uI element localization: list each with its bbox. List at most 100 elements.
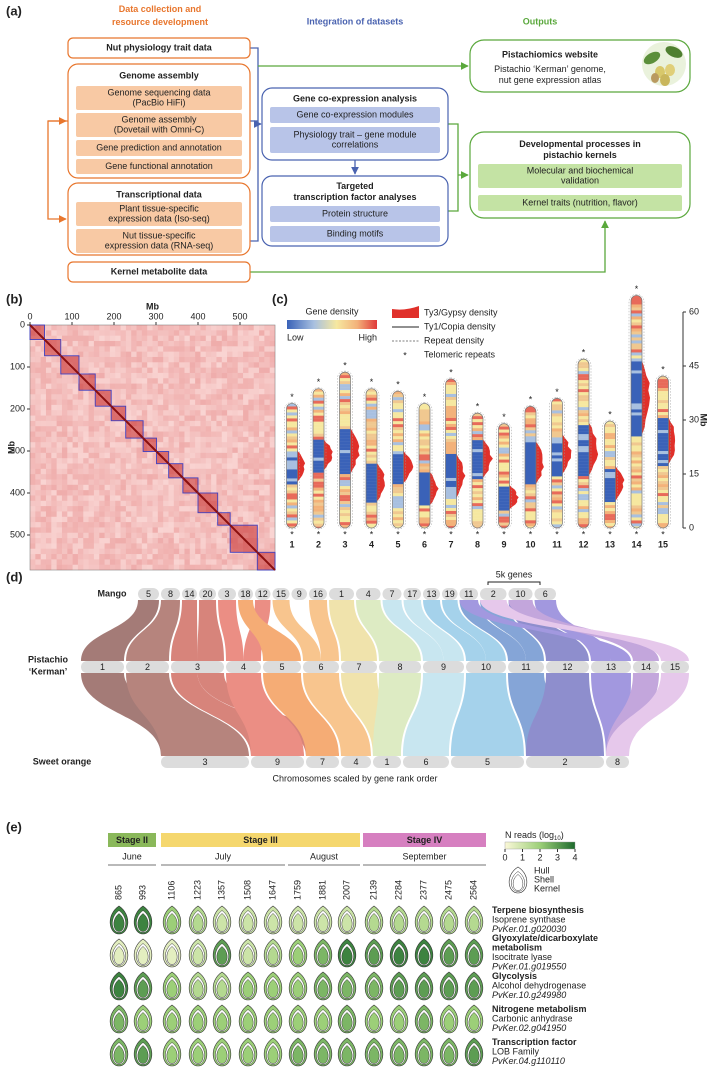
band (313, 496, 324, 500)
heatmap-cell (157, 538, 164, 544)
heatmap-cell (61, 335, 68, 341)
chromosome-label: 10 (481, 662, 491, 672)
synteny-ribbon (356, 600, 421, 661)
band (313, 430, 324, 434)
heatmap-cell (136, 543, 142, 549)
heatmap-cell (248, 506, 254, 512)
heatmap-cell (264, 351, 270, 357)
heatmap-cell (72, 330, 78, 336)
heatmap-cell (136, 388, 142, 395)
chromosome-bar (339, 371, 351, 529)
band (578, 491, 589, 495)
heatmap-cell (157, 516, 164, 523)
heatmap-cell (211, 404, 217, 411)
item-text: Nut tissue-specific (122, 230, 196, 240)
band (525, 526, 536, 529)
heatmap-cell (136, 404, 142, 411)
heatmap-cell (253, 468, 260, 475)
band (631, 310, 642, 314)
heatmap-cell (163, 399, 169, 405)
band (392, 469, 404, 473)
heatmap-cell (40, 367, 46, 373)
heatmap-cell (93, 431, 100, 437)
heatmap-cell (72, 484, 78, 491)
sample-label: 993 (137, 885, 147, 900)
heatmap-cell (248, 362, 254, 368)
heatmap-cell (189, 362, 196, 368)
heatmap-cell (72, 340, 78, 347)
heatmap-cell (243, 511, 248, 516)
heatmap-cell (109, 436, 116, 443)
heatmap-cell (125, 367, 132, 373)
heatmap-cell (93, 532, 100, 539)
band (392, 400, 404, 404)
heatmap-cell (51, 506, 57, 512)
heatmap-cell (72, 474, 78, 480)
heatmap-cell (248, 325, 254, 331)
heatmap-cell (200, 479, 206, 485)
chromosome-pill (226, 661, 261, 673)
band (286, 454, 298, 458)
band (525, 481, 536, 485)
heatmap-cell (72, 548, 78, 555)
band (313, 514, 324, 518)
band (445, 522, 457, 527)
heatmap-cell (30, 490, 36, 496)
heatmap-cell (83, 554, 89, 560)
heatmap-cell (136, 458, 142, 464)
heatmap-cell (93, 335, 100, 341)
band (525, 421, 536, 425)
gene-text: PvKer.04.g110110 (492, 1056, 565, 1066)
heatmap-cell (77, 484, 84, 491)
heatmap-cell (152, 500, 158, 507)
heatmap-cell (147, 500, 153, 507)
heatmap-cell (157, 388, 164, 395)
heatmap-cell (173, 548, 180, 555)
heatmap-cell (115, 527, 121, 533)
band (604, 475, 616, 479)
heatmap-cell (232, 372, 238, 379)
heatmap-cell (221, 554, 228, 560)
chromosome-pill (606, 756, 629, 768)
heatmap-cell (200, 352, 205, 357)
heatmap-cell (115, 543, 121, 549)
heatmap-cell (259, 367, 265, 373)
chromosome-pill (272, 588, 290, 600)
telomere-mark: * (423, 392, 427, 402)
band (472, 455, 483, 459)
heatmap-cell (45, 436, 52, 443)
heatmap-cell (72, 506, 78, 512)
heatmap-cell (264, 372, 270, 379)
heatmap-cell (163, 388, 169, 395)
heatmap-cell (269, 351, 276, 357)
heatmap-cell (51, 426, 57, 432)
heatmap-cell (227, 426, 233, 432)
heatmap-cell (125, 378, 132, 384)
heatmap-cell (168, 511, 174, 517)
item-text: Plant tissue-specific (119, 203, 199, 213)
band (392, 406, 404, 410)
heatmap-cell (211, 543, 217, 549)
band (631, 457, 642, 461)
heatmap-cell (131, 351, 137, 357)
heatmap-cell (136, 495, 142, 501)
band (392, 412, 404, 416)
band (445, 417, 457, 422)
band (366, 445, 377, 449)
band (657, 514, 669, 518)
heatmap-cell (195, 399, 201, 405)
band (392, 493, 404, 497)
band (551, 503, 563, 507)
band (313, 526, 324, 528)
kernel (242, 913, 254, 932)
heatmap-cell (40, 383, 46, 389)
heatmap-cell (205, 442, 212, 448)
band (445, 477, 457, 482)
heatmap-cell (152, 362, 158, 368)
heatmap-cell (173, 506, 180, 512)
heatmap-cell (184, 340, 190, 347)
heatmap-cell (189, 415, 196, 421)
heatmap-cell (269, 538, 276, 544)
box-title: Developmental processes in (519, 139, 641, 149)
heatmap-cell (152, 516, 158, 523)
